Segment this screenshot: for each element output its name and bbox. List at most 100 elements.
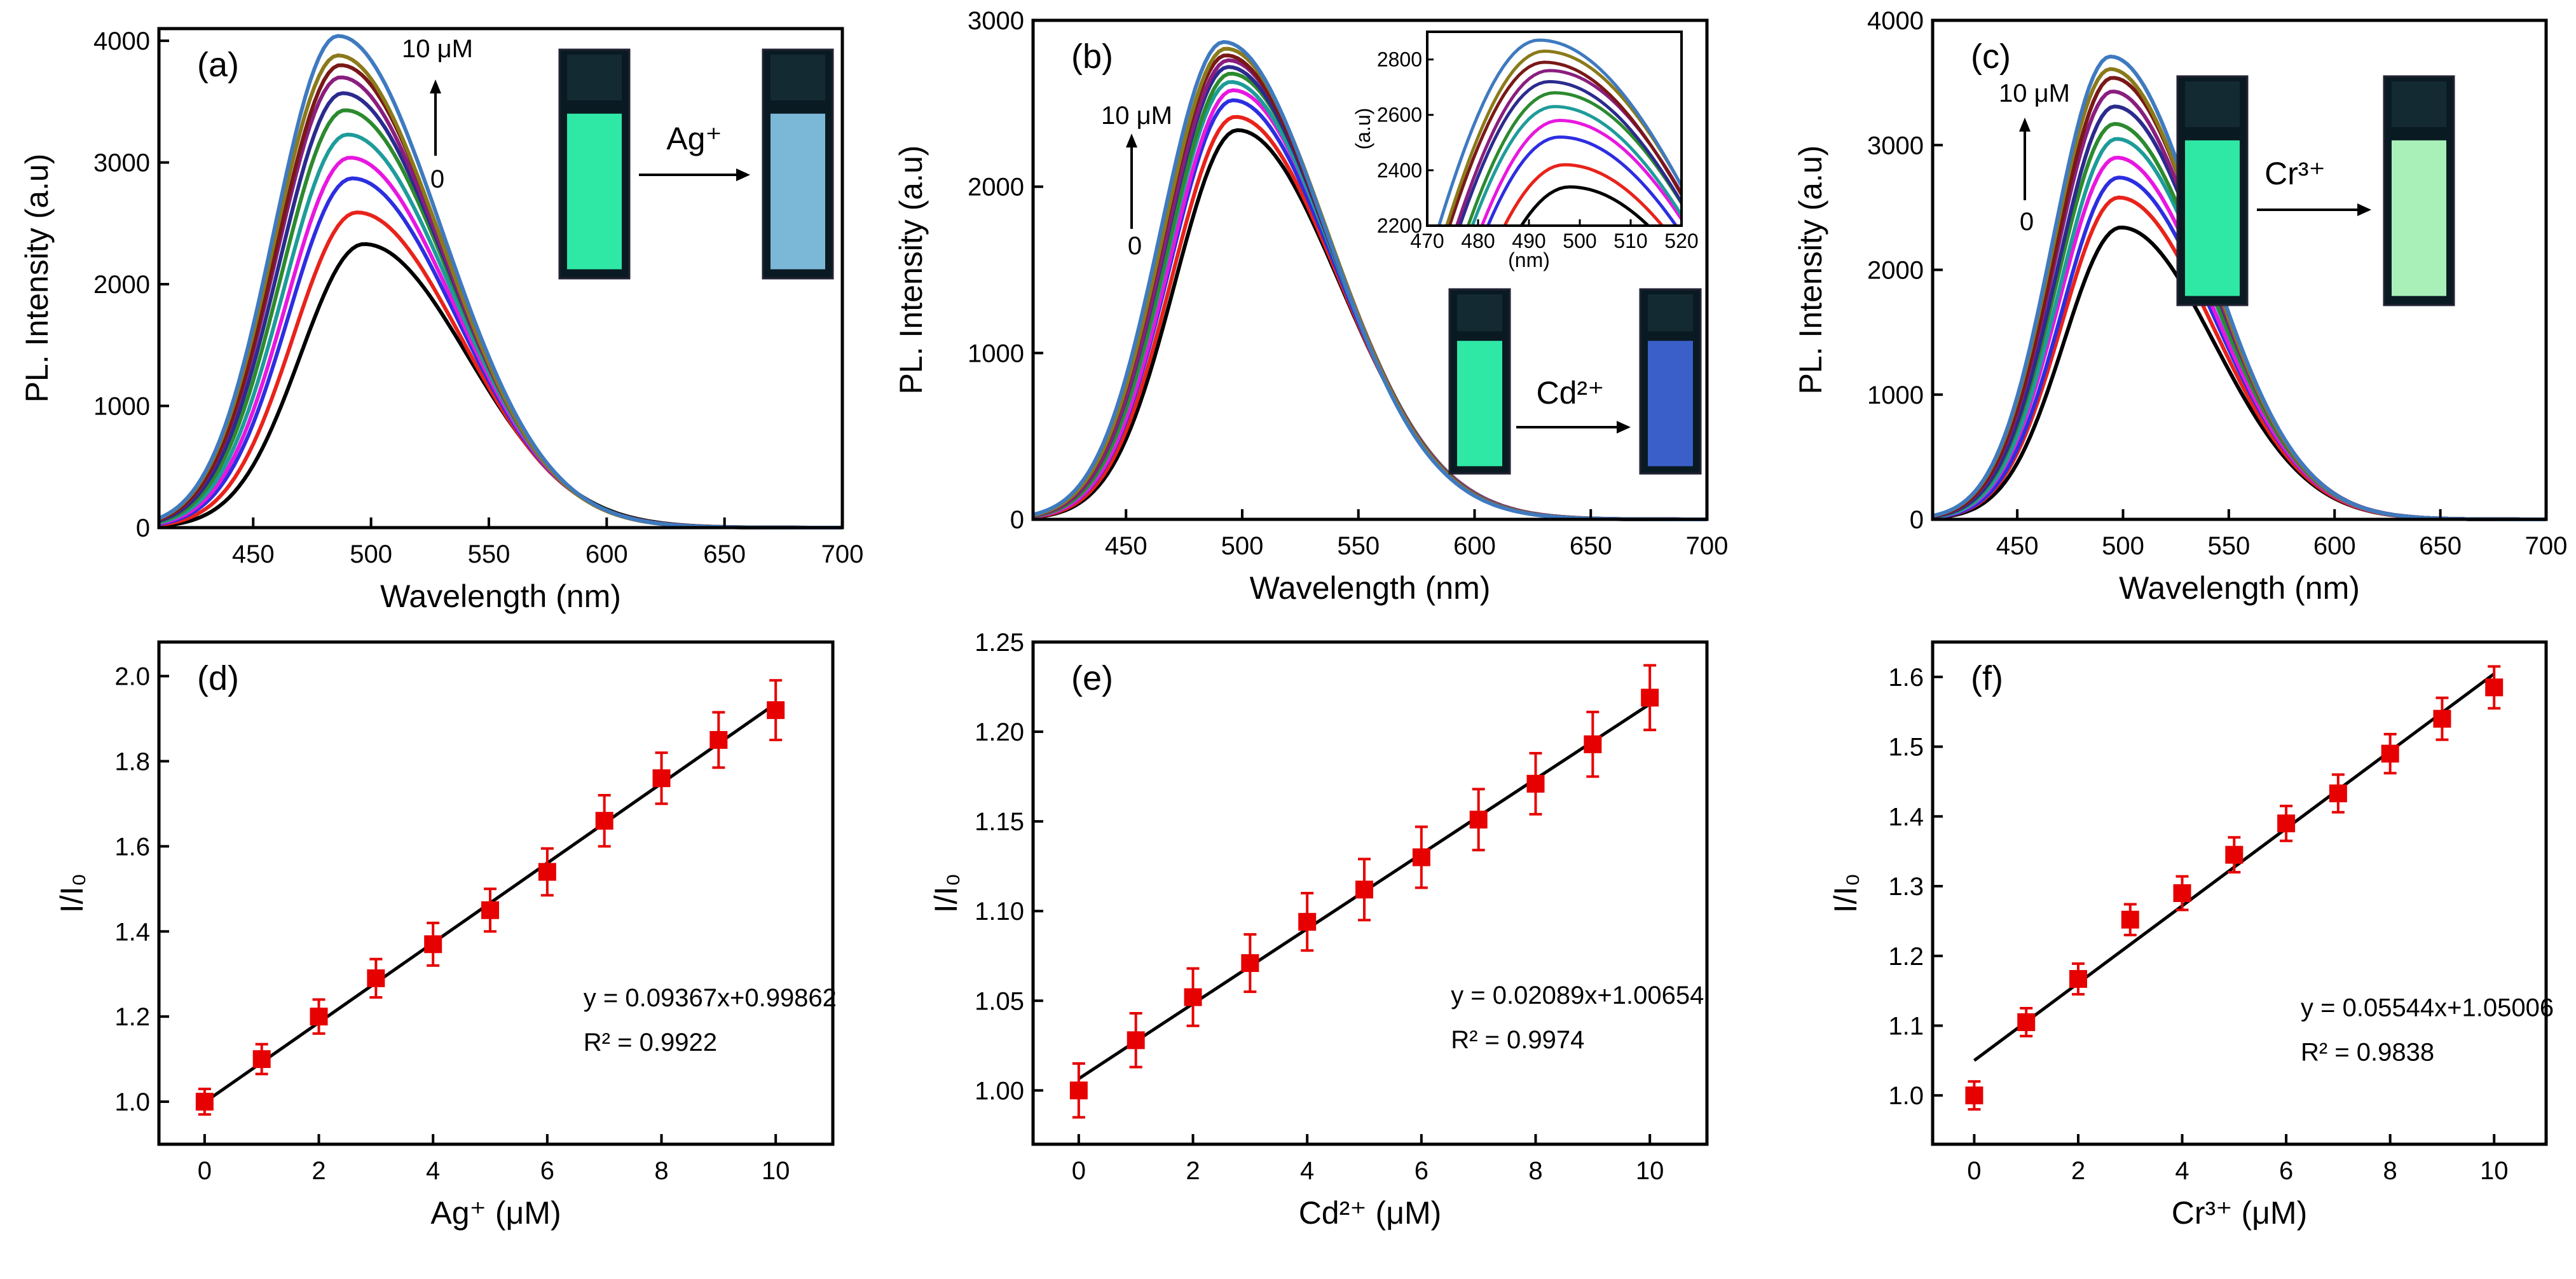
inset-x-tick-label: 500 <box>1563 229 1596 252</box>
x-tick-label: 8 <box>654 1157 668 1185</box>
x-axis-label: Cd²⁺ (μM) <box>1299 1195 1442 1231</box>
x-tick-label: 650 <box>1570 532 1612 560</box>
inset-spectrum-line <box>1437 38 1682 226</box>
y-tick-label: 1.6 <box>1888 664 1924 692</box>
fit-equation: y = 0.05544x+1.05006 <box>2301 994 2554 1022</box>
cuvette-before-liquid <box>1457 341 1502 467</box>
x-tick-label: 4 <box>426 1157 440 1185</box>
panel-e: 0 2 4 6 8 10 1.00 1.05 1.10 1.15 1.20 1.25 Cd²⁺ (μM)… <box>928 629 1709 1231</box>
data-point <box>2225 845 2244 864</box>
reaction-arrow-head <box>2357 203 2371 216</box>
data-point <box>1412 848 1430 866</box>
inset-y-tick-label: 2800 <box>1377 48 1422 71</box>
x-tick-label: 500 <box>2102 532 2144 560</box>
x-tick-label: 600 <box>586 540 628 568</box>
y-tick-label: 3000 <box>1867 132 1924 160</box>
y-tick-label: 1.4 <box>114 918 150 946</box>
x-tick-label: 6 <box>2279 1157 2293 1185</box>
inset-spectrum-line <box>1466 91 1682 226</box>
panel-a: 450 500 550 600 650 700 0 1000 2000 3000 4000 Wavel… <box>19 27 863 614</box>
data-point <box>1965 1086 1983 1105</box>
y-tick-label: 1.05 <box>975 987 1024 1015</box>
x-tick-label: 600 <box>1453 532 1496 560</box>
cuvette-after-liquid <box>1648 341 1693 467</box>
y-tick-label: 4000 <box>93 27 150 55</box>
inset-x-tick-label: 470 <box>1410 229 1444 252</box>
legend-top-label: 10 μM <box>1101 102 1172 130</box>
cuvette-after-cap <box>771 55 825 100</box>
y-tick-label: 3000 <box>93 149 150 177</box>
cuvette-after-cap <box>1648 294 1693 331</box>
fit-equation: y = 0.09367x+0.99862 <box>584 984 837 1012</box>
data-point <box>252 1050 271 1069</box>
x-tick-label: 450 <box>1996 532 2039 560</box>
y-tick-label: 1000 <box>93 393 150 421</box>
panel-b: 450 500 550 600 650 700 0 1000 2000 3000 Wavelengt… <box>893 7 1728 606</box>
panel-label: (e) <box>1071 659 1113 697</box>
data-point <box>1355 880 1374 899</box>
inset-spectrum-line <box>1480 118 1682 226</box>
r-squared: R² = 0.9838 <box>2301 1039 2434 1067</box>
y-tick-label: 1.0 <box>114 1088 150 1116</box>
panel-label: (a) <box>197 46 239 84</box>
reaction-arrow-head <box>736 168 750 181</box>
legend-bottom-label: 0 <box>1128 232 1142 260</box>
data-point <box>2121 910 2139 929</box>
x-tick-label: 600 <box>2313 532 2356 560</box>
inset-spectrum-line <box>1502 163 1664 226</box>
cuvette-before-cap <box>567 55 622 100</box>
plot-frame <box>1031 18 1709 521</box>
y-axis-label: PL. Intensity (a.u) <box>1793 146 1828 395</box>
x-tick-label: 8 <box>2383 1157 2397 1185</box>
legend-top-label: 10 μM <box>402 35 473 63</box>
data-point <box>424 935 442 954</box>
ion-label: Cr³⁺ <box>2264 156 2326 191</box>
y-tick-label: 1.8 <box>114 748 150 776</box>
inset-spectrum-line <box>1486 135 1678 226</box>
cuvette-after-cap <box>2392 81 2446 127</box>
x-tick-label: 0 <box>198 1157 212 1185</box>
y-tick-label: 2000 <box>1867 257 1924 285</box>
y-tick-label: 1.20 <box>975 718 1024 746</box>
x-axis-label: Ag⁺ (μM) <box>430 1195 561 1231</box>
x-tick-label: 450 <box>232 540 275 568</box>
y-tick-label: 0 <box>1010 506 1024 534</box>
cuvette-before-cap <box>1457 294 1502 331</box>
data-point <box>481 901 500 919</box>
x-tick-label: 550 <box>2207 532 2250 560</box>
y-tick-label: 1.2 <box>114 1003 150 1031</box>
y-tick-label: 1.5 <box>1888 734 1924 762</box>
y-tick-label: 1.0 <box>1888 1082 1924 1110</box>
cuvette-after-liquid <box>771 113 825 270</box>
data-point <box>1469 810 1488 829</box>
data-point <box>1641 688 1659 707</box>
x-tick-label: 550 <box>1337 532 1380 560</box>
data-point <box>367 969 385 987</box>
x-tick-label: 4 <box>1300 1157 1314 1185</box>
panel-label: (f) <box>1971 659 2003 697</box>
panel-label: (b) <box>1071 38 1113 76</box>
panel-d: 0 2 4 6 8 10 1.0 1.2 1.4 1.6 1.8 2.0 Ag⁺ (μM) I/I₀ (d)… <box>54 640 837 1231</box>
y-tick-label: 1.00 <box>975 1077 1024 1105</box>
inset-spectrum-line <box>1448 60 1682 226</box>
x-axis-label: Wavelength (nm) <box>380 578 621 614</box>
x-tick-label: 650 <box>703 540 746 568</box>
y-axis-label: I/I₀ <box>54 873 90 913</box>
x-tick-label: 6 <box>1415 1157 1428 1185</box>
y-tick-label: 3000 <box>968 7 1024 35</box>
data-point <box>2381 744 2399 763</box>
x-tick-label: 700 <box>821 540 864 568</box>
concentration-arrow-head <box>2019 118 2031 132</box>
y-tick-label: 1.2 <box>1888 943 1924 971</box>
x-tick-label: 550 <box>468 540 510 568</box>
panel-c: 450 500 550 600 650 700 0 1000 2000 3000 4000 Wavel… <box>1793 7 2567 606</box>
y-tick-label: 1.6 <box>114 833 150 861</box>
y-axis-label: PL. Intensity (a.u) <box>893 146 929 395</box>
y-tick-label: 1.15 <box>975 808 1024 836</box>
data-point <box>2069 969 2087 988</box>
data-point <box>1184 988 1202 1006</box>
panel-f: 0 2 4 6 8 10 1.0 1.1 1.2 1.3 1.4 1.5 1.6 Cr³⁺ (μM) I/I… <box>1828 640 2554 1231</box>
ion-label: Cd²⁺ <box>1537 375 1605 411</box>
data-point <box>767 701 785 720</box>
data-point <box>1526 774 1545 793</box>
